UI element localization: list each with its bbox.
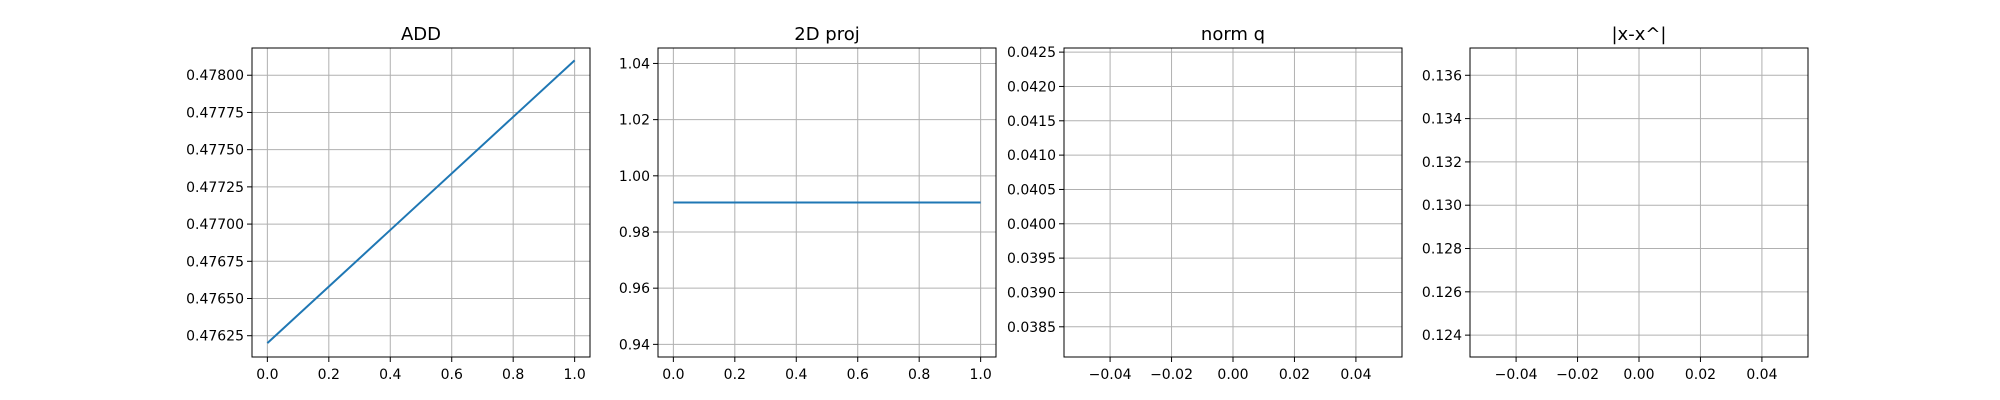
panel-3-y-tick-label-7: 0.0415 [1007, 114, 1056, 130]
panel-2-y-tick-label-4: 1.00 [619, 169, 650, 185]
panel-1-x-tick-label-2: 0.2 [318, 367, 340, 383]
panel-1-x-tick-label-6: 1.0 [564, 367, 586, 383]
panel-1-x-tick-label-3: 0.4 [379, 367, 401, 383]
panel-1-title: ADD [401, 24, 441, 45]
panel-3-y-tick-label-1: 0.0385 [1007, 320, 1056, 336]
panel-3-y-tick-label-8: 0.0420 [1007, 79, 1056, 95]
panel-4-title: |x-x^| [1611, 24, 1666, 45]
panel-4-y-tick-label-5: 0.132 [1422, 155, 1462, 171]
panel-3-y-tick-label-9: 0.0425 [1007, 45, 1056, 61]
panel-1-y-tick-label-6: 0.47750 [186, 143, 244, 159]
panel-4-y-tick-label-7: 0.136 [1422, 68, 1462, 84]
panel-2-y-tick-label-6: 1.04 [619, 56, 650, 72]
panel-3-y-tick-label-6: 0.0410 [1007, 148, 1056, 164]
panel-4-x-tick-label-3: 0.00 [1623, 367, 1654, 383]
panel-4-y-tick-label-2: 0.126 [1422, 285, 1462, 301]
panel-4-x-tick-label-2: −0.02 [1556, 367, 1599, 383]
panel-3-y-tick-label-2: 0.0390 [1007, 285, 1056, 301]
panel-3-title: norm q [1201, 24, 1265, 45]
panel-4-x-tick-label-5: 0.04 [1746, 367, 1777, 383]
panel-1-y-tick-label-7: 0.47775 [186, 105, 244, 121]
panel-3-x-tick-label-2: −0.02 [1150, 367, 1193, 383]
panel-3-y-tick-label-4: 0.0400 [1007, 217, 1056, 233]
panel-1-x-tick-label-1: 0.0 [256, 367, 278, 383]
panel-4-x-tick-label-4: 0.02 [1685, 367, 1716, 383]
panel-2-y-tick-label-2: 0.96 [619, 281, 650, 297]
panel-2-y-tick-label-5: 1.02 [619, 113, 650, 129]
panel-1-y-tick-label-1: 0.47625 [186, 329, 244, 345]
panel-4-x-tick-label-1: −0.04 [1495, 367, 1538, 383]
panel-2-y-tick-label-3: 0.98 [619, 225, 650, 241]
panel-1-x-tick-label-4: 0.6 [441, 367, 463, 383]
panel-2-y-tick-label-1: 0.94 [619, 337, 650, 353]
panel-2-x-tick-label-6: 1.0 [970, 367, 992, 383]
panel-1-y-tick-label-4: 0.47700 [186, 217, 244, 233]
panel-1-axes-frame [251, 47, 591, 358]
panel-1-y-tick-label-5: 0.47725 [186, 180, 244, 196]
panel-4-y-tick-label-3: 0.128 [1422, 242, 1462, 258]
panel-1-y-tick-label-8: 0.47800 [186, 68, 244, 84]
panel-2-title: 2D proj [794, 24, 859, 45]
panel-1-y-tick-label-3: 0.47675 [186, 254, 244, 270]
panel-3-x-tick-label-1: −0.04 [1089, 367, 1132, 383]
panel-4-y-tick-label-4: 0.130 [1422, 198, 1462, 214]
panel-3-y-tick-label-3: 0.0395 [1007, 251, 1056, 267]
panel-3-x-tick-label-4: 0.02 [1279, 367, 1310, 383]
panel-2-x-tick-label-3: 0.4 [785, 367, 807, 383]
panel-3-x-tick-label-3: 0.00 [1217, 367, 1248, 383]
panel-1-x-tick-label-5: 0.8 [502, 367, 524, 383]
panel-4-y-tick-label-1: 0.124 [1422, 328, 1462, 344]
panel-3-y-tick-label-5: 0.0405 [1007, 182, 1056, 198]
panel-1-y-tick-label-2: 0.47650 [186, 292, 244, 308]
panel-2-axes-frame [657, 47, 997, 358]
panel-2-x-tick-label-5: 0.8 [908, 367, 930, 383]
panel-2-x-tick-label-1: 0.0 [662, 367, 684, 383]
panel-1-series-line-1 [266, 59, 576, 344]
panel-3-x-tick-label-5: 0.04 [1340, 367, 1371, 383]
panel-4-y-tick-label-6: 0.134 [1422, 112, 1462, 128]
panel-2-x-tick-label-4: 0.6 [847, 367, 869, 383]
panel-2-x-tick-label-2: 0.2 [724, 367, 746, 383]
